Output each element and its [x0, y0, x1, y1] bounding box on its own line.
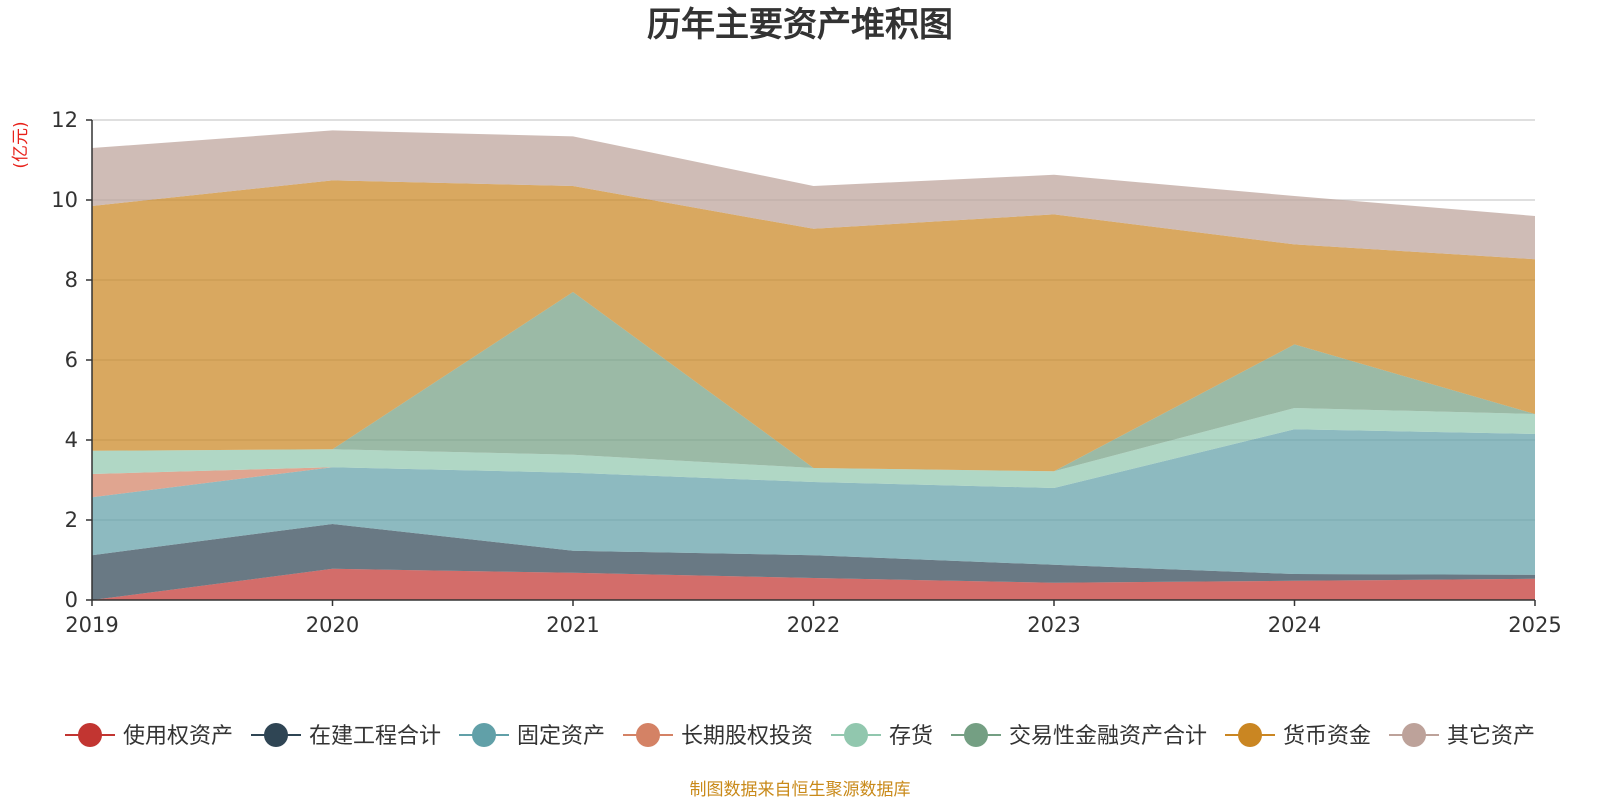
y-tick-label: 0 — [65, 588, 78, 612]
axes: 0 2 4 6 8 10 12 2019 2020 2021 2022 2023 2024 2025 — [51, 108, 1561, 637]
y-tick-label: 4 — [65, 428, 78, 452]
x-tick-label: 2020 — [306, 613, 359, 637]
x-tick-label: 2023 — [1027, 613, 1080, 637]
y-tick-label: 12 — [51, 108, 78, 132]
legend-dot-icon — [636, 723, 660, 747]
legend-item-7: 其它资产 — [1389, 723, 1535, 749]
legend-label: 货币资金 — [1283, 724, 1371, 749]
chart-title: 历年主要资产堆积图 — [647, 5, 953, 45]
legend-dot-icon — [472, 723, 496, 747]
x-tick-label: 2022 — [787, 613, 840, 637]
legend-dot-icon — [844, 723, 868, 747]
y-tick-label: 2 — [65, 508, 78, 532]
legend-dot-icon — [264, 723, 288, 747]
legend-dot-icon — [1238, 723, 1262, 747]
y-axis-unit-label: (亿元) — [11, 121, 31, 168]
x-tick-label: 2025 — [1508, 613, 1561, 637]
area-series-2 — [92, 429, 1535, 575]
x-tick-label: 2021 — [546, 613, 599, 637]
legend-label: 使用权资产 — [123, 724, 233, 749]
legend-label: 在建工程合计 — [309, 724, 441, 749]
legend-label: 固定资产 — [517, 724, 605, 749]
area-series-7 — [92, 130, 1535, 260]
y-tick-label: 10 — [51, 188, 78, 212]
legend-label: 其它资产 — [1447, 724, 1535, 749]
area-series-4 — [92, 408, 1535, 488]
legend-item-3: 长期股权投资 — [623, 723, 813, 749]
legend-item-0: 使用权资产 — [65, 723, 233, 749]
legend-dot-icon — [78, 723, 102, 747]
y-tick-label: 6 — [65, 348, 78, 372]
area-series-1 — [92, 524, 1535, 600]
legend-item-5: 交易性金融资产合计 — [951, 723, 1207, 749]
area-series-5 — [92, 292, 1535, 472]
legend-item-1: 在建工程合计 — [251, 723, 441, 749]
legend-label: 长期股权投资 — [681, 724, 813, 749]
x-tick-label: 2019 — [65, 613, 118, 637]
legend: 使用权资产 在建工程合计 固定资产 长期股权投资 存货 交易性金融资产合计 货币资金 其它资产 — [65, 723, 1535, 749]
legend-label: 存货 — [889, 724, 933, 749]
legend-dot-icon — [1402, 723, 1426, 747]
legend-dot-icon — [964, 723, 988, 747]
data-source-footer: 制图数据来自恒生聚源数据库 — [690, 780, 911, 800]
legend-item-2: 固定资产 — [459, 723, 605, 749]
legend-label: 交易性金融资产合计 — [1009, 724, 1207, 749]
y-tick-label: 8 — [65, 268, 78, 292]
area-series-0 — [92, 568, 1535, 600]
legend-item-6: 货币资金 — [1225, 723, 1371, 749]
area-series-6 — [92, 180, 1535, 472]
x-tick-label: 2024 — [1268, 613, 1321, 637]
area-series-group — [92, 130, 1535, 600]
legend-item-4: 存货 — [831, 723, 933, 749]
